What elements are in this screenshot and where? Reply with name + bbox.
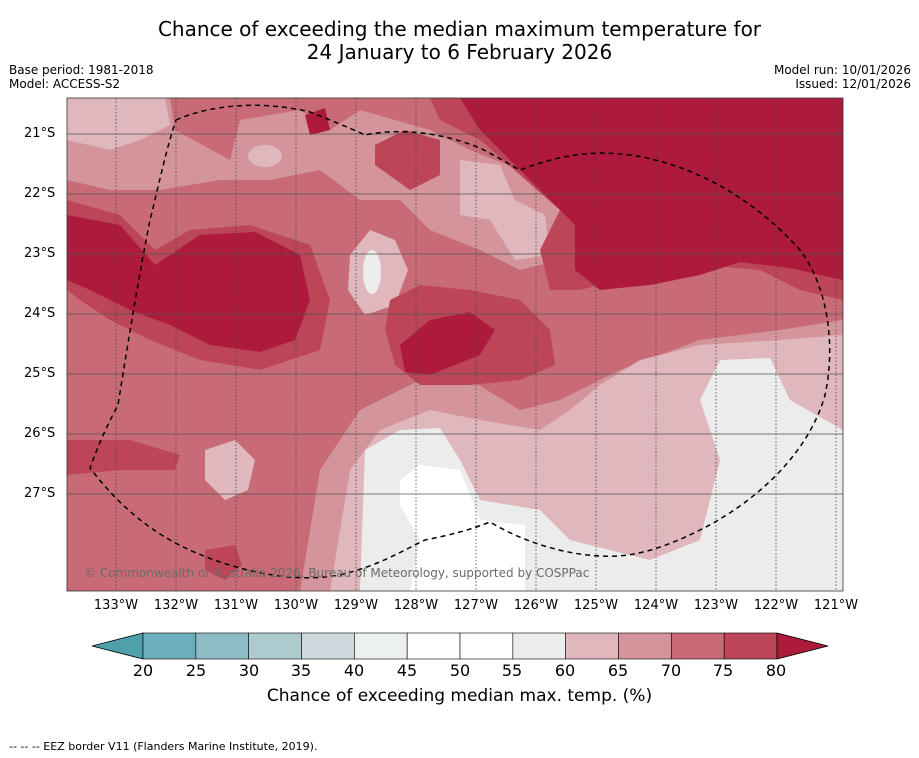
map-frame <box>66 97 844 592</box>
meta-left: Base period: 1981-2018 Model: ACCESS-S2 <box>9 63 154 91</box>
lon-label: 131°W <box>213 598 259 613</box>
lon-label: 128°W <box>393 598 439 613</box>
model-name: Model: ACCESS-S2 <box>9 77 121 91</box>
lon-label: 123°W <box>693 598 739 613</box>
lat-label: 26°S <box>24 426 56 441</box>
lon-label: 127°W <box>453 598 499 613</box>
region-45-55 <box>400 465 525 591</box>
colorbar-segment <box>459 632 514 660</box>
lon-label: 133°W <box>93 598 139 613</box>
colorbar-segment <box>723 632 778 660</box>
colorbar-tick: 80 <box>765 661 787 680</box>
colorbar-tick: 60 <box>554 661 576 680</box>
region-60-65-north <box>67 98 170 150</box>
colorbar-label: Chance of exceeding median max. temp. (%… <box>266 686 653 706</box>
patch-ne-small <box>305 108 330 135</box>
lon-label: 126°W <box>513 598 559 613</box>
colorbar <box>91 632 829 660</box>
patch-north-small <box>248 145 282 167</box>
eez-border <box>89 104 831 579</box>
patch-south-left <box>205 545 242 580</box>
lat-label: 27°S <box>24 486 56 501</box>
region-80-centre <box>400 312 495 375</box>
lat-label: 23°S <box>24 246 56 261</box>
colorbar-tick: 40 <box>343 661 365 680</box>
lon-label: 125°W <box>573 598 619 613</box>
patch-centre-inner <box>363 250 381 294</box>
longitude-gridlines <box>115 98 837 591</box>
patch-sw <box>67 440 180 475</box>
title-line-2: 24 January to 6 February 2026 <box>306 40 613 64</box>
patch-north-central <box>460 160 550 260</box>
colorbar-segment <box>301 632 355 660</box>
colorbar-min-extension <box>91 632 144 660</box>
patch-north-centre <box>375 130 440 190</box>
issued-date: Issued: 12/01/2026 <box>795 77 911 91</box>
lon-label: 122°W <box>753 598 799 613</box>
colorbar-tick: 70 <box>660 661 682 680</box>
title-line-1: Chance of exceeding the median maximum t… <box>157 17 762 41</box>
lat-label: 24°S <box>24 306 56 321</box>
colorbar-tick: 55 <box>501 661 523 680</box>
colorbar-tick: 45 <box>396 661 418 680</box>
colorbar-segment <box>671 632 725 660</box>
copyright-notice: © Commonwealth of Australia 2026, Bureau… <box>84 566 590 580</box>
colorbar-segment <box>354 632 408 660</box>
lon-label: 121°W <box>813 598 859 613</box>
colorbar-segment <box>618 632 672 660</box>
map-title: Chance of exceeding the median maximum t… <box>0 18 919 64</box>
colorbar-tick: 30 <box>238 661 260 680</box>
lat-label: 22°S <box>24 186 56 201</box>
patch-west <box>205 440 255 500</box>
region-80-west <box>67 215 310 352</box>
colorbar-tick: 50 <box>449 661 471 680</box>
colorbar-tick: 35 <box>290 661 312 680</box>
colorbar-max-extension <box>776 632 829 660</box>
lon-label: 132°W <box>153 598 199 613</box>
model-run: Model run: 10/01/2026 <box>773 63 911 77</box>
contour-field <box>67 98 843 591</box>
colorbar-tick: 25 <box>185 661 207 680</box>
colorbar-segment <box>512 632 566 660</box>
eez-legend-note: -- -- -- EEZ border V11 (Flanders Marine… <box>9 740 318 753</box>
colorbar-segment <box>565 632 619 660</box>
lon-label: 129°W <box>333 598 379 613</box>
lat-label: 21°S <box>24 126 56 141</box>
base-period: Base period: 1981-2018 <box>9 63 154 77</box>
latitude-gridlines <box>67 133 843 495</box>
colorbar-segment <box>406 632 461 660</box>
lon-label: 124°W <box>633 598 679 613</box>
colorbar-tick: 65 <box>607 661 629 680</box>
meta-right: Model run: 10/01/2026 Issued: 12/01/2026 <box>774 63 911 91</box>
lon-label: 130°W <box>273 598 319 613</box>
colorbar-tick: 20 <box>132 661 154 680</box>
colorbar-tick: 75 <box>712 661 734 680</box>
colorbar-segment <box>142 632 197 660</box>
lat-label: 25°S <box>24 366 56 381</box>
colorbar-segment <box>248 632 302 660</box>
colorbar-segment <box>195 632 249 660</box>
